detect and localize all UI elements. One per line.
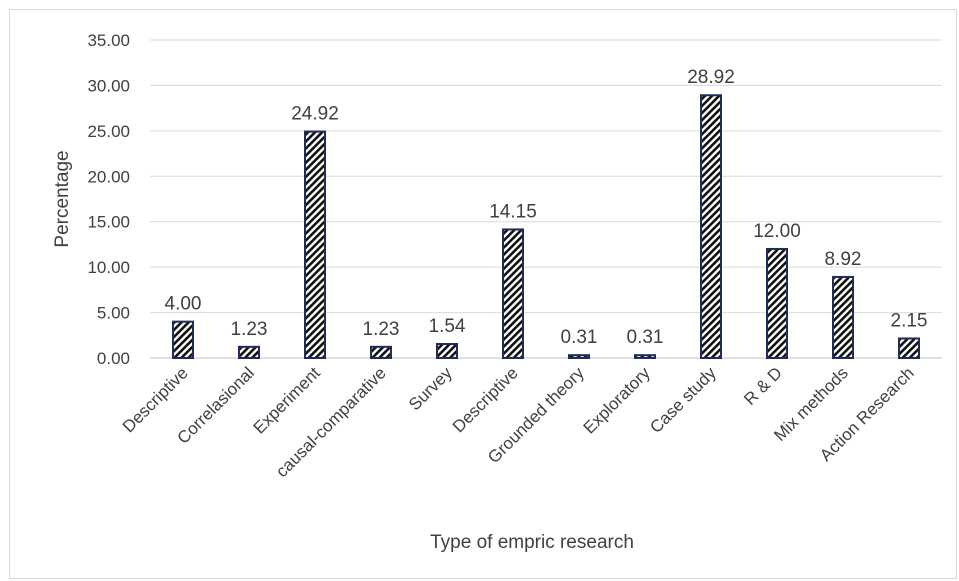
x-tick-label: R & D	[740, 363, 785, 408]
y-tick-label: 15.00	[87, 213, 130, 232]
y-tick-label: 0.00	[97, 349, 130, 368]
bar	[634, 354, 656, 360]
gridlines	[150, 39, 942, 359]
data-label: 1.23	[363, 319, 400, 340]
bar	[370, 345, 392, 360]
y-tick-label: 5.00	[97, 304, 130, 323]
bar	[766, 247, 788, 360]
bar	[502, 228, 524, 359]
data-label: 1.54	[429, 316, 466, 337]
data-label: 4.00	[165, 294, 202, 315]
y-tick-label: 20.00	[87, 167, 130, 186]
bar	[436, 343, 458, 359]
data-label: 2.15	[891, 310, 928, 331]
bar	[304, 130, 326, 359]
x-axis-ticks: DescriptiveCorrelasionalExperimentcausal…	[119, 363, 918, 481]
x-tick-label: Survey	[405, 363, 456, 414]
bar	[172, 320, 194, 359]
x-tick-label: Descriptive	[449, 363, 522, 436]
y-tick-label: 30.00	[87, 76, 130, 95]
x-tick-label: causal-comparative	[272, 363, 390, 481]
data-label: 28.92	[687, 67, 735, 88]
data-label: 14.15	[489, 201, 537, 222]
x-tick-label: Descriptive	[119, 363, 192, 436]
data-label: 24.92	[291, 104, 339, 125]
data-label: 12.00	[753, 221, 801, 242]
x-axis-title: Type of empric research	[430, 532, 634, 553]
chart-frame	[9, 9, 957, 579]
data-label: 0.31	[627, 327, 664, 348]
bar	[832, 275, 854, 359]
y-tick-label: 35.00	[87, 31, 130, 50]
y-axis-title: Percentage	[52, 150, 73, 247]
data-label: 0.31	[561, 327, 598, 348]
bars	[172, 94, 920, 360]
y-axis-ticks: 0.00 5.00 10.00 15.00 20.00 25.00 30.00 35.00	[87, 31, 130, 368]
bar	[238, 345, 260, 360]
y-tick-label: 25.00	[87, 122, 130, 141]
y-tick-label: 10.00	[87, 258, 130, 277]
bar	[568, 354, 590, 360]
x-tick-label: Case study	[646, 363, 720, 437]
x-tick-label: Exploratory	[580, 363, 655, 438]
data-label: 8.92	[825, 249, 862, 270]
data-labels: 4.00 1.23 24.92 1.23 1.54 14.15 0.31 0.31 28.92 1…	[165, 67, 928, 348]
bar	[898, 337, 920, 360]
bar	[700, 94, 722, 359]
data-label: 1.23	[231, 319, 268, 340]
